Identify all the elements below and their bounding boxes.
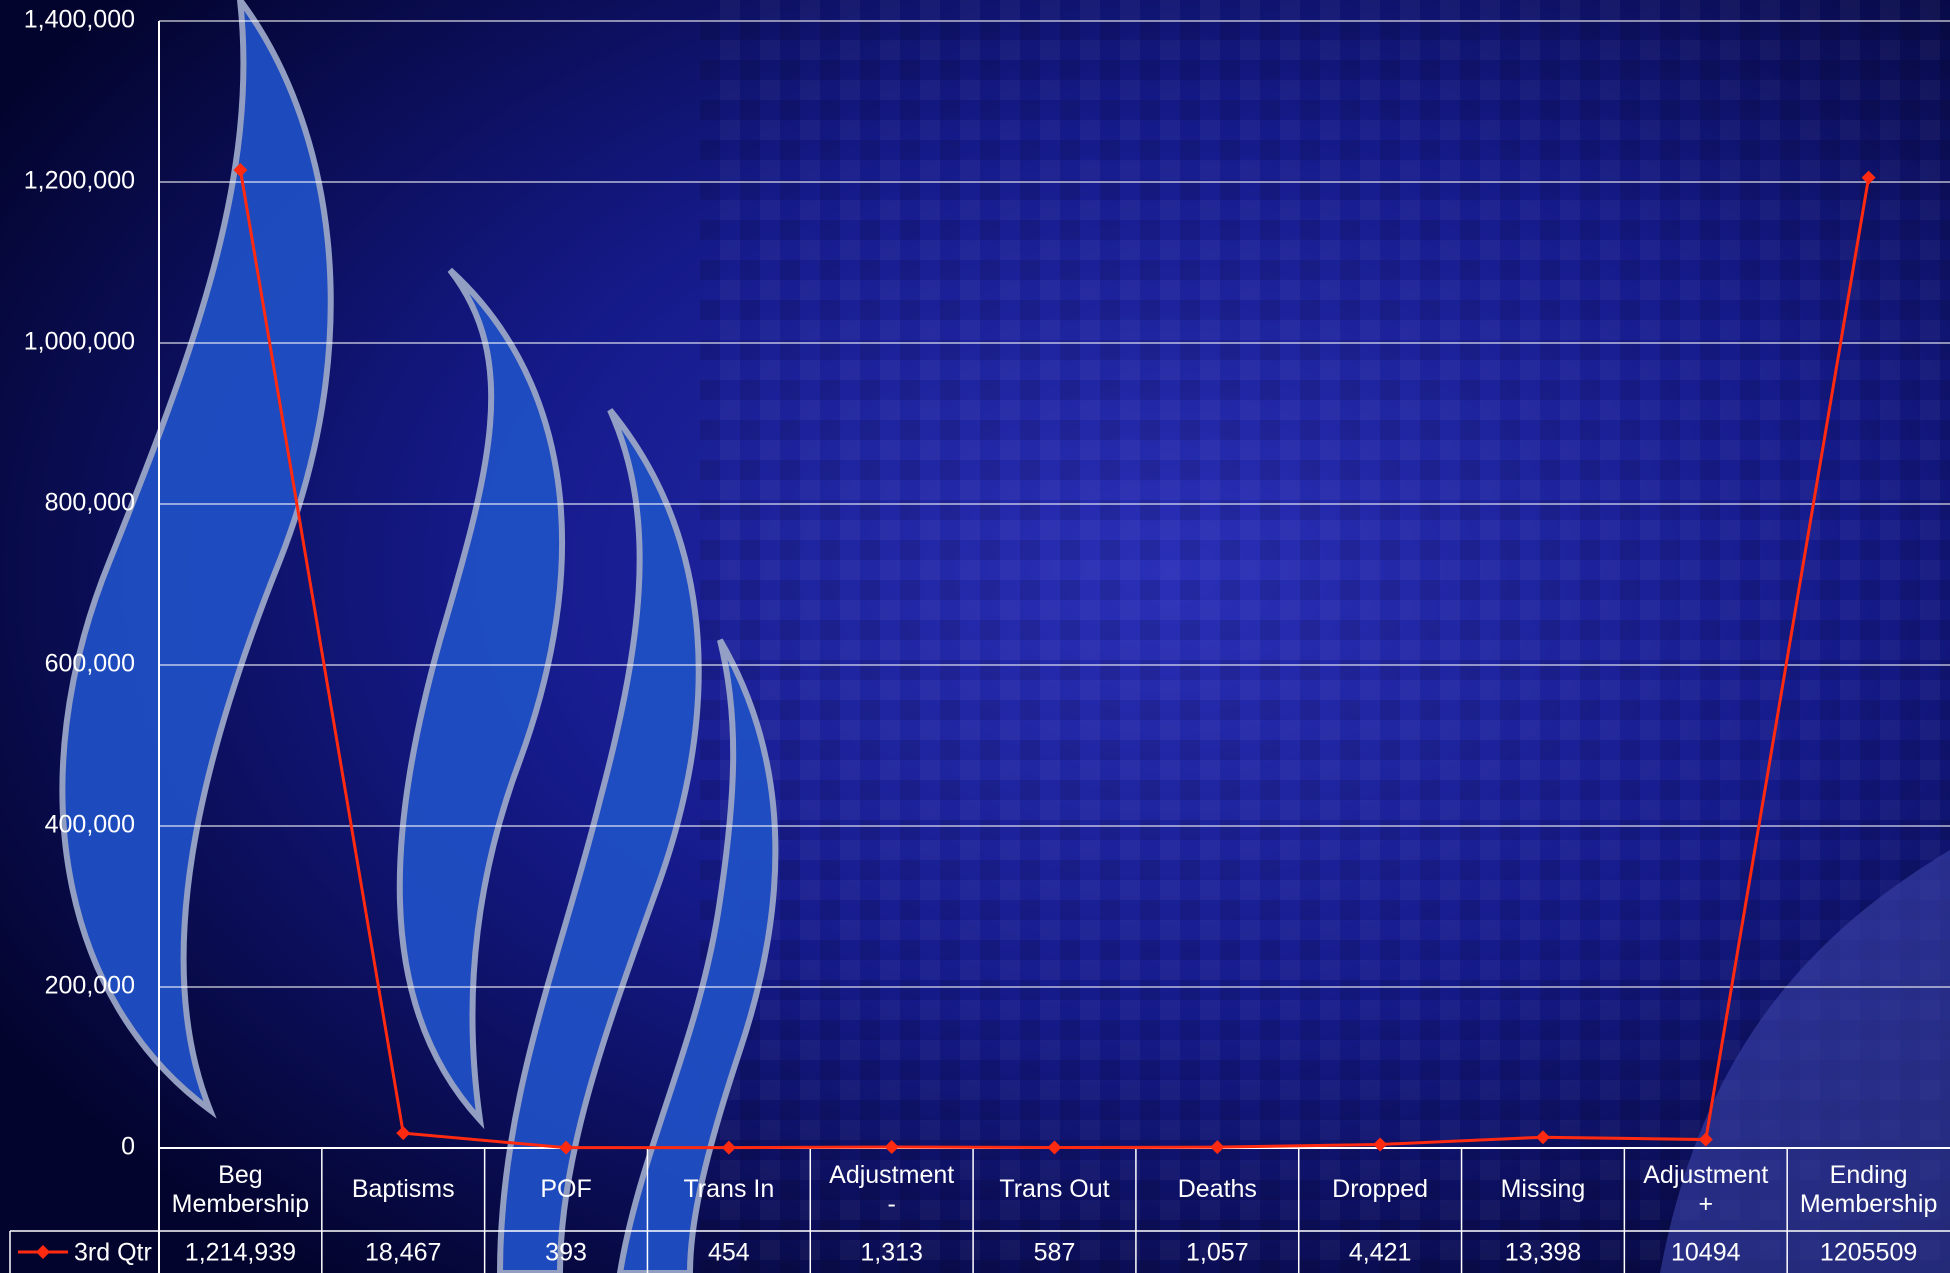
x-category: Deaths [1177,1175,1257,1204]
table-value: 10494 [1671,1239,1741,1267]
x-tick-label: Trans In [683,1175,775,1204]
point-marker [1535,1130,1550,1145]
y-tick-label: 600,000 [45,650,135,678]
x-tick-label: Beg Membership [171,1160,310,1218]
x-tick-label: Deaths [1177,1175,1257,1204]
point-marker [1861,170,1876,185]
legend-label: 3rd Qtr [74,1239,152,1267]
point-marker [721,1140,736,1155]
table-value: 4,421 [1349,1239,1412,1267]
x-category: Trans Out [999,1175,1110,1204]
x-tick-label: Adjustment - [829,1160,955,1218]
legend-swatch [36,1245,50,1259]
point-marker [559,1140,574,1155]
table-value: 1205509 [1820,1239,1917,1267]
y-tick-label: 1,000,000 [24,328,135,356]
x-category: Trans In [683,1175,775,1204]
x-category: Adjustment + [1643,1160,1769,1218]
x-category: Adjustment - [829,1160,955,1218]
x-tick-label: Dropped [1332,1175,1429,1204]
x-category: Dropped [1332,1175,1429,1204]
table-value: 393 [545,1239,587,1267]
x-tick-label: Missing [1500,1175,1586,1204]
x-category: Missing [1500,1175,1586,1204]
y-tick-label: 1,200,000 [24,167,135,195]
point-marker [233,162,248,177]
point-marker [396,1126,411,1141]
y-tick-label: 0 [121,1133,135,1161]
point-marker [1047,1140,1062,1155]
x-category: Baptisms [351,1175,455,1204]
y-tick-label: 1,400,000 [24,6,135,34]
x-tick-label: Ending Membership [1799,1160,1938,1218]
point-marker [1373,1137,1388,1152]
table-value: 454 [708,1239,750,1267]
table-value: 587 [1034,1239,1076,1267]
point-marker [1698,1132,1713,1147]
x-category: Ending Membership [1799,1160,1938,1218]
table-value: 18,467 [365,1239,441,1267]
x-tick-label: Adjustment + [1643,1160,1769,1218]
y-tick-label: 800,000 [45,489,135,517]
table-value: 1,214,939 [185,1239,296,1267]
x-tick-label: Trans Out [999,1175,1110,1204]
y-tick-label: 200,000 [45,972,135,1000]
table-value: 1,313 [860,1239,923,1267]
table-value: 13,398 [1505,1239,1581,1267]
corner-decoration [1660,850,1950,1273]
x-tick-label: POF [540,1175,592,1204]
x-category: Beg Membership [171,1160,310,1218]
point-marker [884,1139,899,1154]
y-tick-label: 400,000 [45,811,135,839]
flame-decoration [59,0,779,1273]
x-tick-label: Baptisms [351,1175,455,1204]
x-category: POF [540,1175,592,1204]
point-marker [1210,1140,1225,1155]
table-value: 1,057 [1186,1239,1249,1267]
